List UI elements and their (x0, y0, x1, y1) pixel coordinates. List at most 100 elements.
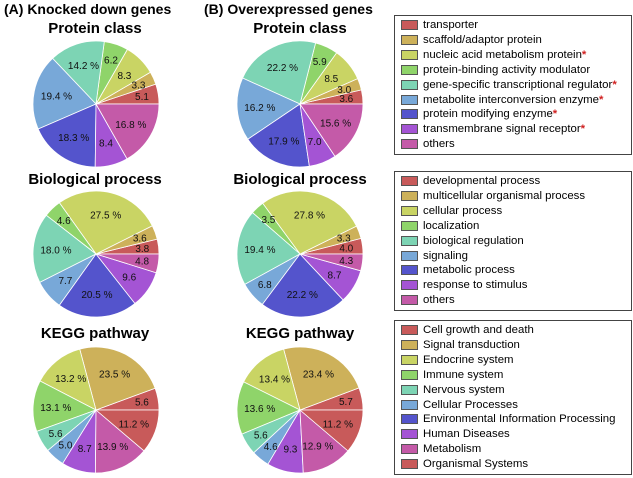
legend-item-metabolite-interconversion-enzyme: metabolite interconversion enzyme* (401, 93, 628, 108)
legend-label: transporter (423, 19, 479, 31)
pie-slice-label: 5.9 (313, 57, 327, 68)
pie-slice-label: 13.6 % (244, 404, 275, 415)
pie-slice-label: 8.4 (99, 139, 113, 150)
pie-slice-label: 8.7 (78, 444, 92, 455)
legend-label: protein-binding activity modulator (423, 63, 591, 76)
pie-slice (236, 77, 301, 140)
pie-slice (95, 253, 160, 274)
legend-label: Metabolism (423, 443, 482, 456)
pie-chart-kegg-pathway-overexpressed: 5.7 23.4 % 13.4 % 13.6 % 5.64.6 9.3 12.9 % 11.2… (236, 346, 364, 474)
pie-slice-label: 16.2 % (244, 103, 275, 114)
legend-label: developmental process (423, 175, 541, 187)
pie-title-protein-class-a: Protein class (48, 20, 142, 37)
legend-item-localization: localization (401, 219, 628, 234)
pie-chart-biological-process-knocked-down: 3.83.6 27.5 % 4.6 18.0 % 7.7 20.5 % 9.6 4.8 (32, 190, 160, 318)
significance-star: * (552, 108, 558, 121)
pie-chart-protein-class-overexpressed: 3.63.08.5 5.9 22.2 % 16.2 % 17.9 % 7.0 15.6 % (236, 40, 364, 168)
header-overexpressed: (B) Overexpressed genes (204, 1, 373, 17)
legend-label: nucleic acid metabolism protein* (423, 48, 587, 61)
legend-swatch (401, 49, 418, 60)
significance-star: * (612, 78, 617, 91)
pie-slice-label: 23.4 % (303, 370, 334, 381)
pie-slice-label: 8.7 (328, 270, 342, 281)
pie-chart-biological-process-overexpressed: 4.03.3 27.8 % 3.5 19.4 % 6.8 22.2 % 8.7 4.3 (236, 190, 364, 318)
legend-label: multicellular organismal process (423, 189, 586, 202)
pie-title-kegg-pathway-b: KEGG pathway (245, 325, 355, 342)
legend-swatch (401, 190, 418, 201)
legend-biological-process: developmental process multicellular organ… (394, 171, 632, 312)
legend-label: signaling (423, 249, 468, 262)
legend-label: others (423, 294, 455, 307)
pie-slice-label: 7.7 (58, 276, 72, 287)
legend-swatch (401, 265, 418, 276)
legend-protein-class: transporter scaffold/adaptor protein nucle… (394, 15, 632, 156)
legend-swatch (401, 369, 418, 380)
pie-slice-label: 18.0 % (40, 246, 71, 257)
legend-item-cell-growth-and-death: Cell growth and death (401, 323, 628, 338)
legend-label: response to stimulus (423, 279, 528, 292)
pie-title-protein-class-b: Protein class (253, 20, 347, 37)
pie-slice-label: 5.6 (49, 429, 63, 440)
legend-item-nervous-system: Nervous system (401, 383, 628, 398)
legend-swatch (401, 220, 418, 231)
legend-swatch (401, 444, 418, 455)
legend-item-endocrine-system: Endocrine system (401, 353, 628, 368)
pie-slice-label: 15.6 % (320, 119, 351, 130)
legend-label: cellular process (423, 204, 503, 217)
legend-swatch (401, 139, 418, 150)
legend-item-metabolic-process: metabolic process (401, 263, 628, 278)
pie-slice (32, 214, 97, 283)
pie-slice-label: 4.0 (339, 244, 353, 255)
pie-slice-label: 13.2 % (55, 374, 86, 385)
significance-star: * (581, 48, 587, 61)
pie-slice (79, 346, 156, 411)
pie-slice-label: 22.2 % (267, 63, 298, 74)
legend-item-protein-binding-activity-modulator: protein-binding activity modulator (401, 63, 628, 78)
legend-swatch (401, 235, 418, 246)
pie-slice (262, 190, 358, 255)
pie-slice-label: 27.8 % (294, 210, 325, 221)
legend-swatch (401, 250, 418, 261)
legend-swatch (401, 339, 418, 350)
legend-swatch (401, 429, 418, 440)
pie-slice (52, 40, 105, 105)
legend-swatch (401, 354, 418, 365)
pie-slice-label: 14.2 % (68, 61, 99, 72)
pie-slice-label: 17.9 % (268, 136, 299, 147)
legend-swatch (401, 414, 418, 425)
legend-swatch (401, 295, 418, 306)
legend-item-transporter: transporter (401, 18, 628, 33)
pie-slice (299, 253, 364, 272)
pie-slice-label: 13.9 % (97, 442, 128, 453)
pie-slice-label: 5.0 (59, 441, 73, 452)
significance-star: * (599, 93, 604, 106)
legend-item-metabolism: Metabolism (401, 442, 628, 457)
legend-swatch (401, 325, 418, 335)
legend-label: scaffold/adaptor protein (423, 33, 542, 46)
pie-slice-label: 6.2 (104, 55, 118, 66)
pie-slice-label: 13.1 % (40, 403, 71, 414)
pie-slice-label: 6.8 (258, 280, 272, 291)
pie-slice (243, 348, 301, 411)
legend-item-cellular-process: cellular process (401, 204, 628, 219)
legend-label: Cell growth and death (423, 324, 534, 336)
legend-label: gene-specific transcriptional regulator* (423, 78, 617, 91)
pie-slice (32, 57, 97, 130)
pie-slice-label: 23.5 % (99, 370, 130, 381)
pie-slice (236, 212, 301, 285)
legend-label: protein modifying enzyme* (423, 108, 558, 121)
legend-item-signaling: signaling (401, 249, 628, 264)
legend-item-gene-specific-transcriptional-regulator: gene-specific transcriptional regulator* (401, 78, 628, 93)
pie-slice-label: 5.7 (339, 397, 353, 408)
legend-item-immune-system: Immune system (401, 368, 628, 383)
pie-slice (58, 253, 136, 318)
pie-slice-label: 3.0 (337, 85, 351, 96)
pie-chart-protein-class-knocked-down: 5.13.38.3 6.2 14.2 % 19.4 % 18.3 % 8.416.8 % (32, 40, 160, 168)
legend-swatch (401, 459, 418, 470)
pie-slice-label: 3.8 (135, 244, 149, 255)
header-knocked-down: (A) Knocked down genes (4, 1, 172, 17)
pie-slice-label: 4.8 (135, 257, 149, 268)
legend-label: metabolic process (423, 264, 515, 277)
legend-item-biological-regulation: biological regulation (401, 234, 628, 249)
pie-slice-label: 11.2 % (119, 419, 149, 430)
